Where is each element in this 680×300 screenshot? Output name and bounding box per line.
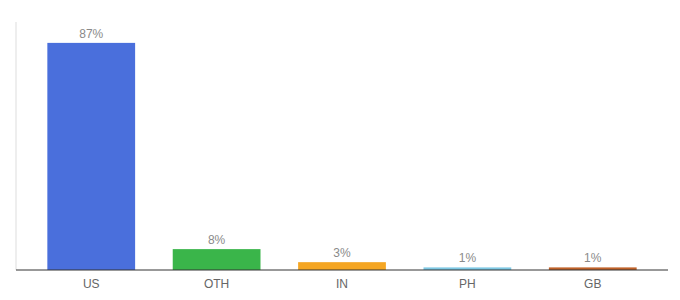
x-tick-label: US <box>83 277 100 291</box>
bars <box>47 43 636 270</box>
x-tick-label: OTH <box>204 277 229 291</box>
x-tick-label: IN <box>336 277 348 291</box>
x-tick-label: PH <box>459 277 476 291</box>
bar <box>47 43 135 270</box>
chart: 87% 8% 3% 1% 1% US OTH IN PH GB <box>0 0 680 300</box>
data-label: 1% <box>584 251 602 265</box>
x-axis-line <box>16 270 668 271</box>
x-tick-label: GB <box>584 277 601 291</box>
data-label: 1% <box>459 251 477 265</box>
bar <box>173 249 261 270</box>
data-label: 87% <box>79 27 103 41</box>
data-label: 8% <box>208 233 226 247</box>
chart-container: 87% 8% 3% 1% 1% US OTH IN PH GB <box>0 0 680 300</box>
bar <box>298 262 386 270</box>
data-label: 3% <box>333 246 351 260</box>
y-axis-line <box>16 22 17 270</box>
